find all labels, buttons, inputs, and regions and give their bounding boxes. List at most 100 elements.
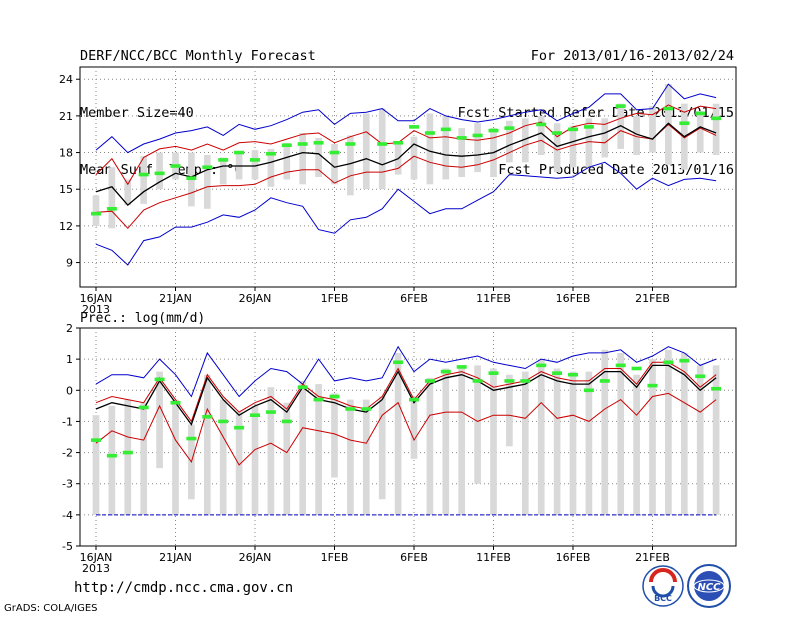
- temp-observed-marker: [265, 151, 276, 156]
- temp-series-min: [95, 161, 717, 266]
- temp-member-range-box: [315, 137, 322, 177]
- temp-observed-marker: [329, 150, 340, 155]
- prec-member-range-box: [315, 384, 322, 515]
- prec-member-range-box: [362, 399, 370, 515]
- temp-member-range-box: [601, 118, 609, 158]
- header-member-size: Member Size=40: [80, 105, 194, 121]
- prec-member-range-box: [124, 399, 132, 515]
- temp-member-range-box: [458, 128, 466, 177]
- prec-member-range-box: [521, 371, 529, 515]
- prec-observed-marker: [154, 377, 165, 382]
- temp-observed-marker: [281, 143, 292, 148]
- bcc-logo-text: BCC: [654, 594, 672, 603]
- temp-observed-marker: [106, 206, 117, 211]
- ncc-logo: NCC: [687, 564, 731, 608]
- temp-observed-marker: [313, 140, 324, 145]
- prec-series-upper: [95, 361, 717, 423]
- prec-member-range-box: [251, 405, 259, 515]
- temp-ytick-label: 15: [59, 183, 73, 196]
- prec-member-range-box: [267, 387, 275, 515]
- temp-xtick-label: 16JAN: [80, 292, 113, 305]
- prec-observed-marker: [265, 410, 276, 414]
- prec-xtick-label: 2013: [82, 562, 110, 575]
- temp-observed-marker: [536, 122, 547, 127]
- temp-ytick-label: 12: [59, 220, 73, 233]
- bcc-logo: BCC: [642, 565, 684, 607]
- temp-member-range-box: [378, 108, 386, 190]
- prec-panel-title: Prec.: log(mm/d): [80, 311, 205, 326]
- prec-xtick-label: 26JAN: [239, 551, 272, 564]
- temp-member-range-box: [426, 113, 434, 185]
- prec-series-max: [95, 345, 717, 398]
- prec-member-range-box: [569, 371, 577, 515]
- temp-series-max: [95, 83, 717, 154]
- prec-ytick-label: -4: [62, 509, 73, 522]
- prec-observed-marker: [313, 397, 324, 402]
- temp-member-range-box: [362, 113, 370, 190]
- temp-member-range-box: [283, 142, 291, 180]
- temp-observed-marker: [583, 125, 594, 129]
- prec-xtick-label: 1FEB: [321, 551, 349, 564]
- prec-member-range-box: [283, 402, 291, 515]
- source-url[interactable]: http://cmdp.ncc.cma.gov.cn: [74, 580, 294, 596]
- prec-observed-marker: [663, 360, 674, 365]
- prec-member-range-box: [680, 352, 688, 515]
- temp-observed-marker: [568, 127, 578, 132]
- temp-member-range-box: [585, 118, 593, 168]
- prec-observed-marker: [186, 436, 197, 441]
- temp-member-range-box: [712, 103, 720, 155]
- temp-observed-marker: [663, 106, 674, 111]
- temp-observed-marker: [504, 126, 515, 130]
- temp-ytick-label: 9: [66, 257, 73, 270]
- prec-member-range-box: [299, 380, 307, 515]
- temp-member-range-box: [219, 157, 227, 185]
- temp-member-range-box: [299, 133, 307, 185]
- prec-member-range-box: [553, 368, 561, 515]
- temp-plot-frame: [79, 66, 737, 288]
- prec-member-range-box: [696, 365, 704, 515]
- grads-credit: GrADS: COLA/IGES: [4, 603, 98, 614]
- temp-member-range-box: [331, 144, 338, 185]
- prec-member-range-box: [347, 399, 354, 515]
- prec-observed-marker: [250, 413, 260, 417]
- prec-observed-marker: [568, 372, 578, 377]
- prec-observed-marker: [138, 405, 149, 410]
- temp-observed-marker: [138, 172, 149, 177]
- prec-observed-marker: [345, 407, 356, 411]
- prec-xtick-label: 6FEB: [400, 551, 428, 564]
- temp-observed-marker: [440, 127, 451, 132]
- prec-ytick-label: -1: [62, 415, 73, 428]
- temp-member-range-box: [124, 179, 132, 206]
- prec-member-range-box: [585, 371, 593, 515]
- temp-observed-marker: [488, 128, 499, 133]
- prec-observed-marker: [122, 450, 133, 455]
- temp-observed-marker: [345, 142, 356, 146]
- prec-member-range-box: [410, 396, 418, 459]
- prec-observed-marker: [440, 369, 451, 374]
- prec-observed-marker: [329, 394, 340, 399]
- temp-observed-marker: [170, 164, 181, 168]
- prec-observed-marker: [218, 419, 229, 424]
- prec-member-range-box: [203, 374, 211, 515]
- prec-xtick-label: 21JAN: [159, 551, 192, 564]
- prec-xtick-label: 21FEB: [635, 551, 670, 564]
- temp-member-range-box: [633, 115, 640, 155]
- prec-observed-marker: [583, 388, 594, 393]
- prec-member-range-box: [394, 352, 402, 515]
- prec-observed-marker: [631, 366, 642, 371]
- temp-ytick-label: 21: [59, 110, 73, 123]
- temp-member-range-box: [347, 135, 354, 196]
- prec-member-range-box: [617, 352, 625, 515]
- prec-member-range-box: [442, 368, 450, 515]
- temp-member-range-box: [553, 123, 561, 173]
- temp-observed-marker: [234, 150, 245, 155]
- prec-observed-marker: [504, 379, 515, 383]
- temp-observed-marker: [393, 140, 404, 145]
- prec-xtick-label: 11FEB: [476, 551, 511, 564]
- prec-ytick-label: 1: [66, 353, 73, 366]
- temp-xtick-label: 26JAN: [239, 292, 272, 305]
- prec-observed-marker: [488, 371, 499, 375]
- prec-member-range-box: [140, 402, 148, 515]
- prec-member-range-box: [235, 412, 243, 515]
- temp-member-range-box: [537, 115, 545, 155]
